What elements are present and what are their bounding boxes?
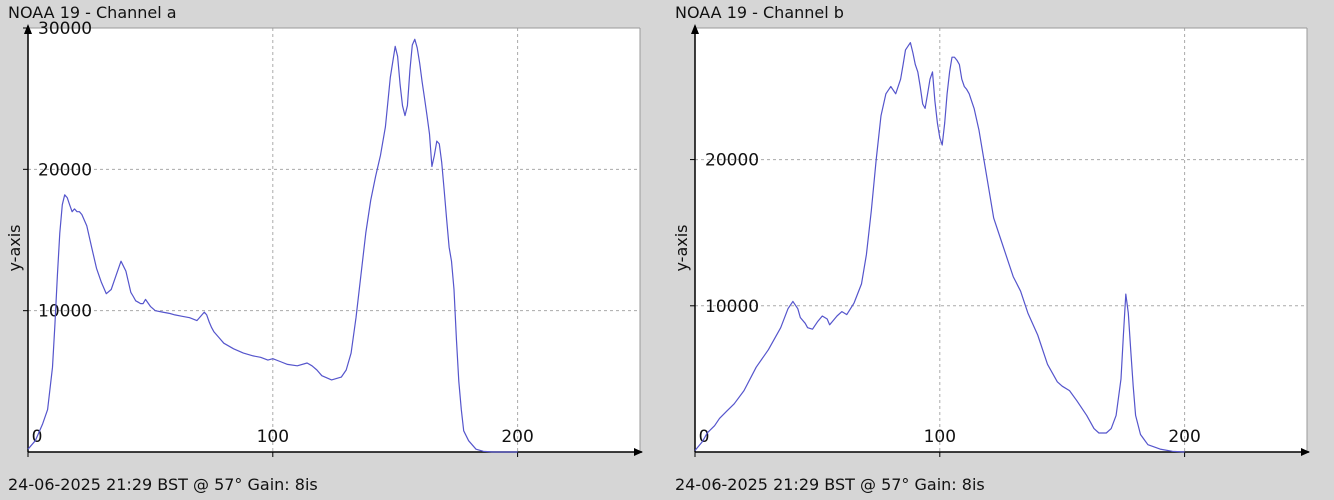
channel-a-x-tick-label-200: 200 <box>501 427 533 447</box>
channel-b-x-tick-label-0: 0 <box>699 427 710 447</box>
channel-b-panel: 0 100 200 10000 20000 y-axis NOAA 19 - Channe… <box>667 0 1334 500</box>
channel-b-x-axis-arrow <box>1301 448 1310 456</box>
channel-a-panel: 0 100 200 10000 20000 30000 y-axis NOAA 19 - C… <box>5 3 643 494</box>
channel-b-x-tick-label-200: 200 <box>1168 427 1200 447</box>
channel-a-y-tick-label-20000: 20000 <box>38 160 92 180</box>
channel-a-y-tick-label-30000: 30000 <box>38 19 92 39</box>
channel-b-y-axis-arrow <box>691 24 699 34</box>
channel-a-y-axis-label: y-axis <box>5 224 24 271</box>
channel-b-series-line-0 <box>694 41 1185 453</box>
channel-b-y-tick-label-20000: 20000 <box>705 151 759 171</box>
channel-a-y-axis-arrow <box>24 24 32 34</box>
channel-a-y-tick-label-10000: 10000 <box>38 302 92 322</box>
channel-a-series-line-0 <box>27 38 518 453</box>
channel-b-footer: 24-06-2025 21:29 BST @ 57° Gain: 8is <box>675 475 985 494</box>
channel-a-footer: 24-06-2025 21:29 BST @ 57° Gain: 8is <box>8 475 318 494</box>
channel-b-y-tick-label-10000: 10000 <box>705 297 759 317</box>
channel-b-chart: 0 100 200 10000 20000 y-axis <box>672 24 1310 457</box>
channel-a-title: NOAA 19 - Channel a <box>8 3 177 22</box>
channel-b-x-tick-label-100: 100 <box>924 427 956 447</box>
channel-a-plot-area <box>28 28 640 452</box>
channel-b-title: NOAA 19 - Channel b <box>675 3 844 22</box>
channel-b-y-axis-label: y-axis <box>672 224 691 271</box>
channel-a-x-tick-label-100: 100 <box>257 427 289 447</box>
channel-a-x-axis-arrow <box>634 448 643 456</box>
